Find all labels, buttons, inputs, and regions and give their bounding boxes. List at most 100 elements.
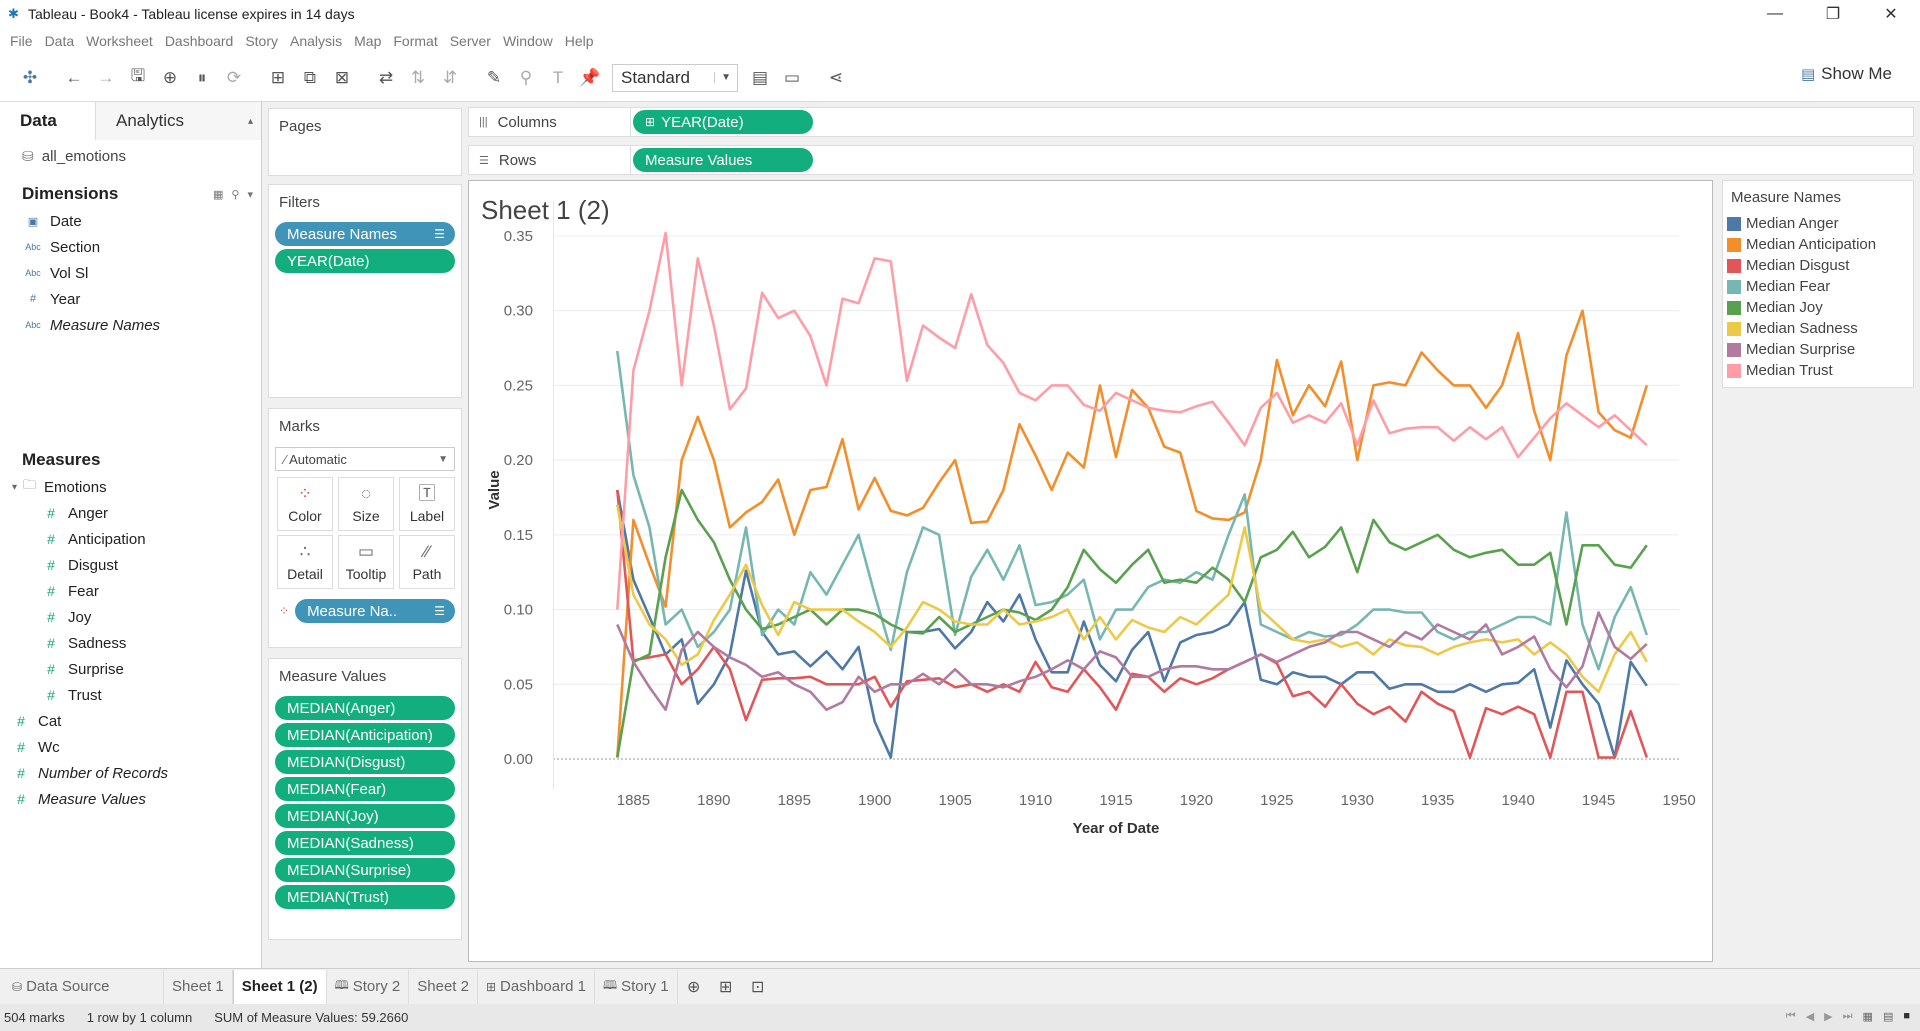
tab-story-1[interactable]: 🕮 Story 1 xyxy=(595,969,678,1004)
prev-page-icon[interactable]: ◀ xyxy=(1805,1011,1815,1023)
menu-window[interactable]: Window xyxy=(502,33,553,49)
redo-icon[interactable]: → xyxy=(97,67,115,87)
last-page-icon[interactable]: ⏭ xyxy=(1842,1010,1853,1022)
series-line-median-trust[interactable] xyxy=(616,231,1648,610)
undo-icon[interactable]: ← xyxy=(65,67,83,87)
measure-value-pill-median-joy[interactable]: MEDIAN(Joy) xyxy=(275,804,455,828)
measure-value-pill-median-disgust[interactable]: MEDIAN(Disgust) xyxy=(275,750,455,774)
sort-ascending-icon[interactable]: ⇅ xyxy=(410,67,426,87)
measure-field-surprise[interactable]: # Surprise xyxy=(0,656,261,682)
new-worksheet-icon[interactable]: ⊞ xyxy=(270,67,286,87)
datasource-item[interactable]: ⛁ all_emotions xyxy=(0,140,261,172)
marks-size-button[interactable]: ◌ Size xyxy=(338,477,394,531)
legend-item-median-fear[interactable]: Median Fear xyxy=(1723,276,1913,297)
sort-descending-icon[interactable]: ⇵ xyxy=(442,67,458,87)
line-chart[interactable]: 0.00 0.05 0.10 0.15 0.20 0.25 0.30 0.35 1885 1890… xyxy=(469,181,1712,961)
dimension-field-year[interactable]: # Year xyxy=(0,286,261,312)
measure-value-pill-median-sadness[interactable]: MEDIAN(Sadness) xyxy=(275,831,455,855)
folder-emotions[interactable]: ▾ 🗀 Emotions xyxy=(0,474,261,500)
measure-field-anticipation[interactable]: # Anticipation xyxy=(0,526,261,552)
rows-shelf[interactable]: ☰ Rows Measure Values xyxy=(468,145,1914,175)
search-icon[interactable]: ⚲ xyxy=(231,188,240,201)
tab-sheet-1-2[interactable]: Sheet 1 (2) xyxy=(232,969,327,1004)
series-line-median-joy[interactable] xyxy=(616,488,1648,758)
sheet-sorter-icon[interactable]: ▦ xyxy=(1862,1011,1873,1023)
measure-field-fear[interactable]: # Fear xyxy=(0,578,261,604)
dimension-field-date[interactable]: ▣ Date xyxy=(0,208,261,234)
pages-card[interactable]: Pages xyxy=(268,108,462,176)
rows-pill-measure-values[interactable]: Measure Values xyxy=(633,148,813,172)
measure-value-pill-median-trust[interactable]: MEDIAN(Trust) xyxy=(275,885,455,909)
restore-button[interactable]: ❐ xyxy=(1825,6,1841,23)
measure-field-trust[interactable]: # Trust xyxy=(0,682,261,708)
menu-dashboard[interactable]: Dashboard xyxy=(164,33,234,49)
tab-sheet-2[interactable]: Sheet 2 xyxy=(409,969,478,1004)
measure-field-disgust[interactable]: # Disgust xyxy=(0,552,261,578)
series-line-median-anticipation[interactable] xyxy=(616,309,1649,758)
menu-worksheet[interactable]: Worksheet xyxy=(86,33,153,49)
dimension-field-measure-names[interactable]: Abc Measure Names xyxy=(0,312,261,338)
legend-item-median-sadness[interactable]: Median Sadness xyxy=(1723,318,1913,339)
marks-pill-measure-names[interactable]: Measure Na.. ☰ xyxy=(295,599,455,623)
series-line-median-disgust[interactable] xyxy=(616,489,1649,759)
share-icon[interactable]: ⋖ xyxy=(828,67,844,87)
measure-value-pill-median-anger[interactable]: MEDIAN(Anger) xyxy=(275,696,455,720)
presentation-mode-icon[interactable]: ▭ xyxy=(783,67,801,87)
marks-tooltip-button[interactable]: ▭ Tooltip xyxy=(338,535,394,589)
menu-help[interactable]: Help xyxy=(564,33,594,49)
legend-item-median-anger[interactable]: Median Anger xyxy=(1723,213,1913,234)
new-dashboard-icon[interactable]: ⊞ xyxy=(718,978,733,996)
marks-color-button[interactable]: ⁘ Color xyxy=(277,477,333,531)
duplicate-sheet-icon[interactable]: ⧉ xyxy=(303,67,317,87)
menu-data[interactable]: Data xyxy=(44,33,75,49)
measure-field-sadness[interactable]: # Sadness xyxy=(0,630,261,656)
legend-item-median-anticipation[interactable]: Median Anticipation xyxy=(1723,234,1913,255)
highlight-icon[interactable]: ✎ xyxy=(486,67,502,87)
tabs-view-icon[interactable]: ■ xyxy=(1903,1010,1910,1022)
pause-updates-icon[interactable]: ⏸ xyxy=(197,67,207,87)
marks-label-button[interactable]: 🅃 Label xyxy=(399,477,455,531)
measure-field-anger[interactable]: # Anger xyxy=(0,500,261,526)
columns-shelf[interactable]: ||| Columns ⊞ YEAR(Date) xyxy=(468,107,1914,137)
legend-item-median-trust[interactable]: Median Trust xyxy=(1723,360,1913,381)
menu-file[interactable]: File xyxy=(10,33,33,49)
tab-dashboard-1[interactable]: ⊞ Dashboard 1 xyxy=(478,969,595,1004)
refresh-icon[interactable]: ⟳ xyxy=(226,67,242,87)
chevron-down-icon[interactable]: ▾ xyxy=(247,188,253,201)
menu-story[interactable]: Story xyxy=(245,33,278,49)
next-page-icon[interactable]: ▶ xyxy=(1824,1011,1833,1023)
swap-rows-columns-icon[interactable]: ⇄ xyxy=(378,67,394,87)
dimension-field-vol-sl[interactable]: Abc Vol Sl xyxy=(0,260,261,286)
measure-field-joy[interactable]: # Joy xyxy=(0,604,261,630)
save-icon[interactable]: 🖫 xyxy=(130,66,146,85)
show-me-button[interactable]: ▤ Show Me xyxy=(1801,64,1892,84)
show-cards-icon[interactable]: ▤ xyxy=(751,67,769,87)
fit-select[interactable]: Standard ▼ xyxy=(612,63,738,92)
view-grid-icon[interactable]: ▦ xyxy=(213,188,224,201)
first-page-icon[interactable]: ⏮ xyxy=(1785,1010,1796,1022)
mark-type-select[interactable]: ⁄ Automatic ▼ xyxy=(275,447,455,471)
marks-path-button[interactable]: ⁄⁄ Path xyxy=(399,535,455,589)
group-icon[interactable]: ⚲ xyxy=(519,67,533,87)
tab-data-source[interactable]: ⛁ Data Source xyxy=(4,969,164,1004)
measure-field-measure-values[interactable]: # Measure Values xyxy=(0,786,261,812)
measure-field-cat[interactable]: # Cat xyxy=(0,708,261,734)
menu-analysis[interactable]: Analysis xyxy=(290,33,343,49)
clear-sheet-icon[interactable]: ⊠ xyxy=(334,67,350,87)
tab-story-2[interactable]: 🕮 Story 2 xyxy=(327,969,410,1004)
filmstrip-icon[interactable]: ▤ xyxy=(1882,1011,1894,1023)
legend-item-median-disgust[interactable]: Median Disgust xyxy=(1723,255,1913,276)
minimize-button[interactable]: — xyxy=(1767,5,1783,22)
menu-format[interactable]: Format xyxy=(393,33,438,49)
measure-field-wc[interactable]: # Wc xyxy=(0,734,261,760)
new-datasource-icon[interactable]: ⊕ xyxy=(162,67,178,87)
filter-pill-year-date[interactable]: YEAR(Date) xyxy=(275,249,455,273)
filter-pill-measure-names[interactable]: Measure Names ☰ xyxy=(275,222,455,246)
tableau-home-icon[interactable]: ✣ xyxy=(22,67,38,87)
columns-pill-year-date[interactable]: ⊞ YEAR(Date) xyxy=(633,110,813,134)
dimension-field-section[interactable]: Abc Section xyxy=(0,234,261,260)
marks-detail-button[interactable]: ∴ Detail xyxy=(277,535,333,589)
series-line-median-sadness[interactable] xyxy=(616,504,1648,694)
legend-item-median-joy[interactable]: Median Joy xyxy=(1723,297,1913,318)
new-worksheet-icon[interactable]: ⊕ xyxy=(686,978,701,996)
